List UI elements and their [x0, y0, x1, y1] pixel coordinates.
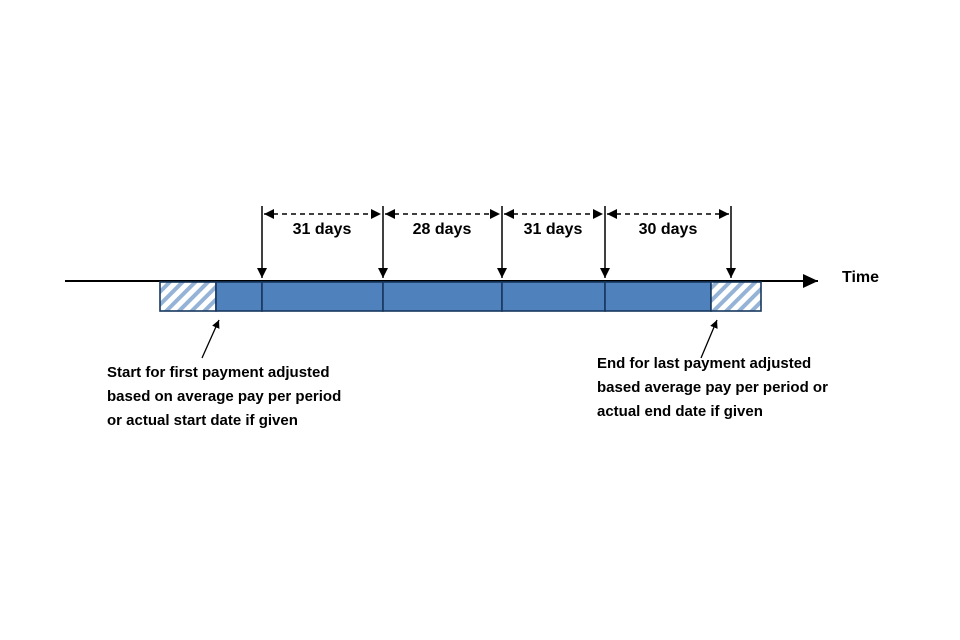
payment-period-segment: [501, 281, 606, 312]
start-annotation-text: Start for first payment adjusted based o…: [107, 364, 342, 429]
payment-period-segment: [604, 281, 712, 312]
payment-period-segment: [261, 281, 384, 312]
time-axis-label: Time: [842, 269, 880, 286]
end-annotation-arrow: [700, 319, 718, 359]
start-adjusted-period-hatch: [159, 281, 217, 312]
end-adjusted-period-hatch: [710, 281, 762, 312]
period-duration-label: 28 days: [412, 221, 472, 238]
period-duration-label: 31 days: [292, 221, 352, 238]
payment-period-segment: [215, 281, 263, 312]
start-annotation-arrow: [201, 319, 220, 359]
payment-period-segment: [382, 281, 503, 312]
period-duration-label: 30 days: [638, 221, 698, 238]
end-annotation-text: End for last payment adjusted based aver…: [597, 355, 828, 420]
period-duration-label: 31 days: [523, 221, 583, 238]
